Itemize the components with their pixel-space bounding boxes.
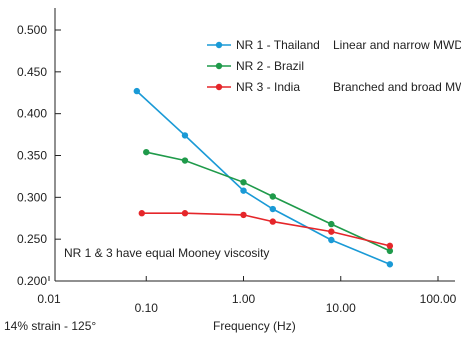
x-axis-label: Frequency (Hz) (213, 319, 296, 333)
data-point-series-3 (138, 210, 146, 217)
series-layer (133, 87, 394, 268)
data-point-series-1 (269, 205, 276, 213)
series-line-3 (141, 212, 391, 247)
data-point-series-2 (269, 193, 276, 200)
y-tick-label: 0.250 (17, 232, 47, 246)
legend-series-name: NR 2 - Brazil (236, 59, 304, 73)
y-tick-label: 0.400 (17, 107, 47, 121)
y-tick-label: 0.200 (17, 274, 47, 288)
legend-series-name: NR 1 - Thailand (236, 38, 320, 52)
legend-series-description: Linear and narrow MWD (333, 38, 461, 52)
legend: NR 1 - Thailand Linear and narrow MWD NR 2… (207, 38, 461, 94)
legend-series-description: Branched and broad MWD (333, 80, 461, 94)
data-point-series-3 (386, 242, 394, 250)
x-tick-label: 1.00 (232, 292, 256, 306)
data-point-series-2 (328, 220, 335, 228)
data-point-series-2 (240, 179, 247, 186)
data-point-series-3 (181, 210, 189, 217)
y-ticks: 0.200 0.250 0.300 0.350 0.400 0.450 0.500 (17, 23, 61, 288)
axes (54, 8, 455, 282)
data-point-series-3 (328, 228, 335, 235)
x-tick-label: 10.00 (326, 301, 356, 315)
data-point-series-1 (240, 187, 247, 194)
series-line-1 (136, 90, 391, 266)
y-tick-label: 0.350 (17, 149, 47, 163)
legend-swatch-marker (215, 83, 223, 91)
legend-swatch-marker (215, 62, 223, 70)
data-point-series-1 (386, 261, 394, 268)
legend-swatch-marker (215, 41, 223, 49)
x-tick-label: 100.00 (420, 292, 457, 306)
x-tick-label: 0.01 (37, 292, 61, 306)
data-point-series-2 (143, 148, 150, 156)
x-tick-label: 0.10 (135, 301, 159, 315)
y-tick-label: 0.500 (17, 23, 47, 37)
x-ticks: 0.01 0.10 1.00 10.00 100.00 (37, 276, 457, 315)
data-point-series-2 (386, 247, 394, 255)
y-tick-label: 0.300 (17, 190, 47, 204)
data-point-series-1 (328, 236, 335, 244)
annotation-text: NR 1 & 3 have equal Mooney viscosity (64, 246, 269, 260)
data-point-series-3 (269, 218, 276, 225)
legend-series-name: NR 3 - India (236, 80, 300, 94)
data-point-series-2 (181, 157, 189, 164)
data-point-series-1 (181, 132, 189, 139)
data-point-series-3 (240, 211, 247, 219)
strain-label: 14% strain - 125° (4, 319, 96, 333)
data-point-series-1 (133, 87, 141, 95)
series-line-2 (146, 151, 391, 252)
y-tick-label: 0.450 (17, 65, 47, 79)
